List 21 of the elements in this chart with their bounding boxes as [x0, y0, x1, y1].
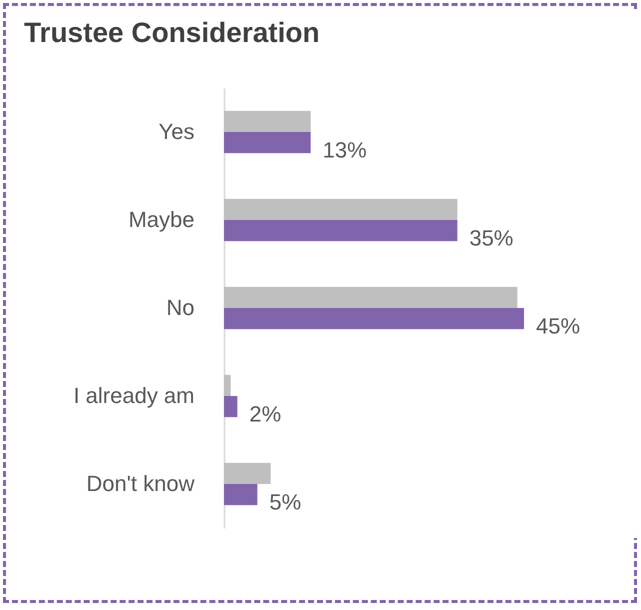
- bar: [224, 396, 238, 418]
- bar: [224, 198, 458, 220]
- bar: [224, 462, 271, 484]
- bar: [224, 110, 311, 132]
- data-label: 35%: [469, 226, 514, 251]
- bar: [224, 132, 311, 154]
- y-tick-label: Don't know: [86, 471, 195, 496]
- bar: [224, 220, 458, 242]
- bar: [224, 308, 524, 330]
- data-label: 5%: [269, 490, 302, 515]
- bar: [224, 484, 258, 506]
- y-tick-label: I already am: [73, 383, 194, 408]
- data-label: 13%: [322, 138, 367, 163]
- chart-title: Trustee Consideration: [24, 17, 320, 48]
- data-label: 2%: [249, 402, 282, 427]
- y-tick-label: No: [166, 295, 194, 320]
- y-tick-label: Maybe: [128, 207, 194, 232]
- bar: [224, 374, 231, 396]
- bar: [224, 286, 518, 308]
- y-tick-label: Yes: [158, 119, 194, 144]
- data-label: 45%: [536, 314, 580, 339]
